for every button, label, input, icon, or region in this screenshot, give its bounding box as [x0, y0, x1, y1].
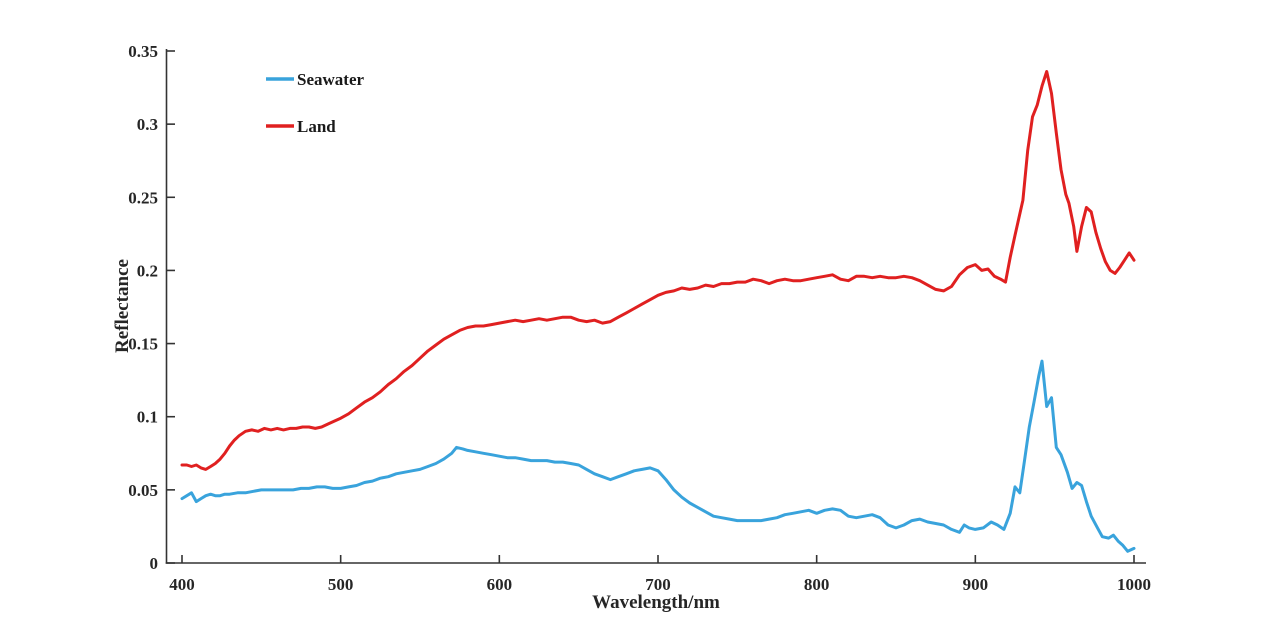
y-tick-label: 0.25: [128, 188, 158, 207]
y-tick-label: 0.35: [128, 42, 158, 61]
series-lines: [180, 70, 1136, 553]
y-axis-title: Reflectance: [112, 259, 133, 353]
x-tick-label: 700: [645, 575, 671, 594]
x-tick-label: 600: [487, 575, 513, 594]
x-tick-label: 400: [169, 575, 195, 594]
series-line-seawater: [180, 359, 1136, 553]
y-tick-label: 0.2: [137, 261, 158, 280]
x-tick-label: 500: [328, 575, 354, 594]
series-line-land: [180, 70, 1136, 471]
x-tick-label: 900: [963, 575, 989, 594]
legend-label-land: Land: [297, 117, 336, 136]
y-tick-label: 0: [150, 554, 159, 573]
y-tick-label: 0.15: [128, 335, 158, 354]
axis-ticks: 400 500 600 700 800 900 1000 0 0.05 0.1 0.15 0.2 0.2…: [128, 42, 1151, 594]
x-axis-title: Wavelength/nm: [592, 592, 720, 613]
y-tick-label: 0.05: [128, 481, 158, 500]
legend: Seawater Land: [266, 70, 364, 136]
x-tick-label: 1000: [1117, 575, 1151, 594]
legend-label-seawater: Seawater: [297, 70, 364, 89]
y-tick-label: 0.1: [137, 408, 158, 427]
x-tick-label: 800: [804, 575, 830, 594]
y-tick-label: 0.3: [137, 115, 158, 134]
